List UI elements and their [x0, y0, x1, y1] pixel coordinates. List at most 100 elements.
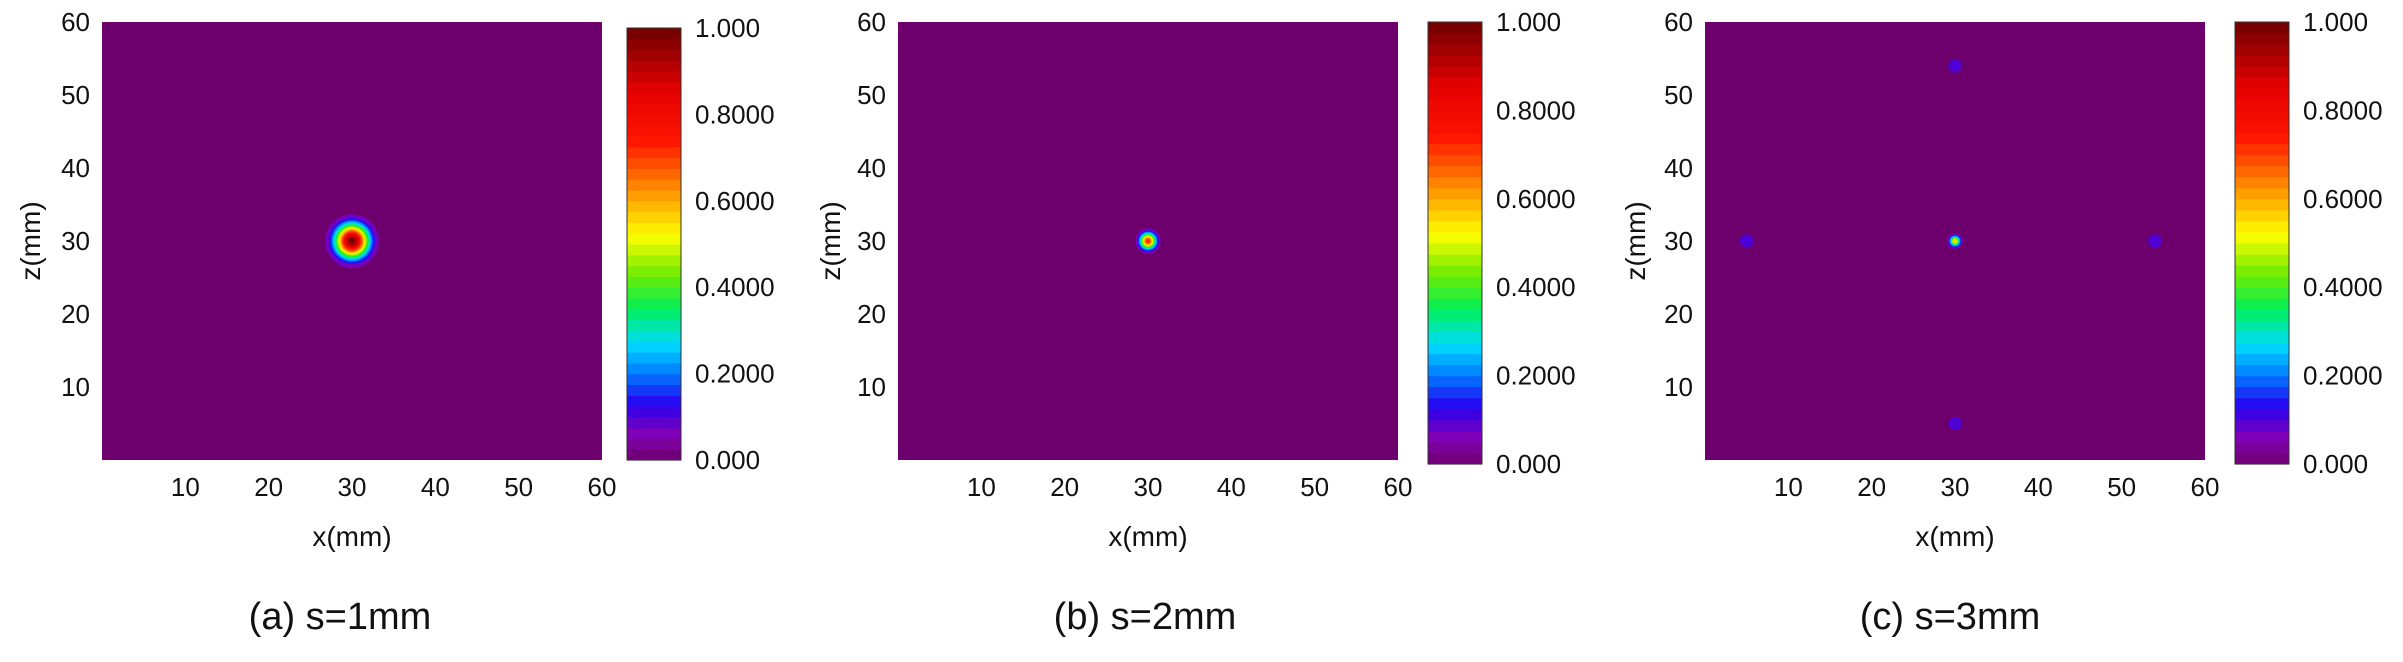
y-tick-label: 20 [857, 299, 886, 329]
hotspot-2 [1948, 59, 1962, 73]
y-tick-label: 40 [61, 153, 90, 183]
colorbar-tick-label: 0.6000 [695, 186, 775, 216]
colorbar-band [2235, 44, 2289, 56]
colorbar-band [2235, 364, 2289, 377]
colorbar-tick-label: 0.8000 [2303, 95, 2383, 125]
heatmap-svg: 10 20 30 40 50 60102030405060x(mm)z(mm)0.0000… [15, 7, 775, 552]
colorbar-band [1428, 55, 1482, 67]
contour-band [1145, 238, 1151, 244]
colorbar-band [627, 287, 681, 299]
colorbar-band [1428, 132, 1482, 145]
y-tick-label: 20 [61, 299, 90, 329]
colorbar-tick-label: 0.4000 [695, 272, 775, 302]
colorbar-band [627, 254, 681, 267]
colorbar-tick-label: 0.2000 [2303, 361, 2383, 391]
colorbar-band [1428, 342, 1482, 355]
colorbar-band [2235, 198, 2289, 211]
colorbar-tick-label: 0.4000 [2303, 272, 2383, 302]
y-tick-label: 60 [857, 7, 886, 37]
colorbar-band [1428, 298, 1482, 310]
colorbar-tick-label: 0.6000 [1496, 184, 1576, 214]
x-tick-label: 30 [338, 472, 367, 502]
x-tick-label: 40 [421, 472, 450, 502]
colorbar-band [627, 222, 681, 234]
colorbar-band [1428, 331, 1482, 344]
y-tick-label: 30 [1664, 226, 1693, 256]
y-axis-label: z(mm) [15, 201, 46, 280]
colorbar-band [2235, 187, 2289, 200]
colorbar-band [2235, 254, 2289, 266]
colorbar: 0.000 0.2000 0.4000 0.6000 0.8000 1.000 [1427, 7, 1576, 479]
x-axis-label: x(mm) [1108, 521, 1187, 552]
x-tick-label: 40 [2024, 472, 2053, 502]
colorbar-band [627, 308, 681, 321]
colorbar-band [2235, 353, 2289, 366]
y-tick-label: 10 [1664, 372, 1693, 402]
colorbar-band [1428, 198, 1482, 211]
x-axis-label: x(mm) [1915, 521, 1994, 552]
colorbar-band [2235, 298, 2289, 310]
y-tick-label: 50 [857, 80, 886, 110]
colorbar-band [2235, 309, 2289, 321]
colorbar-band [1428, 287, 1482, 299]
colorbar-band [2235, 55, 2289, 67]
y-tick-label: 10 [61, 372, 90, 402]
y-axis-label: z(mm) [815, 201, 846, 280]
colorbar-tick-label: 1.000 [695, 13, 760, 43]
y-tick-label: 10 [857, 372, 886, 402]
colorbar-band [2235, 110, 2289, 123]
y-tick-label: 50 [1664, 80, 1693, 110]
contour-band [2148, 234, 2162, 248]
colorbar: 0.000 0.2000 0.4000 0.6000 0.8000 1.000 [2234, 7, 2383, 479]
colorbar-band [627, 71, 681, 83]
x-tick-label: 60 [2191, 472, 2220, 502]
colorbar-band [1428, 77, 1482, 89]
x-tick-label: 50 [2107, 472, 2136, 502]
colorbar-band [2235, 430, 2289, 443]
panel-caption: (c) s=3mm [1859, 596, 2041, 638]
colorbar-band [627, 298, 681, 310]
colorbar-band [1428, 397, 1482, 410]
colorbar-band [2235, 408, 2289, 421]
colorbar-band [2235, 243, 2289, 255]
heatmap-svg: 10 20 30 40 50 60102030405060x(mm)z(mm)0.0000… [1620, 7, 2383, 552]
colorbar-band [1428, 22, 1482, 34]
hotspot-1 [325, 214, 379, 268]
contour-band [1948, 416, 1962, 431]
colorbar-band [2235, 176, 2289, 189]
colorbar-band [627, 265, 681, 277]
x-tick-label: 10 [1774, 472, 1803, 502]
colorbar-band [2235, 397, 2289, 410]
colorbar-band [2235, 452, 2289, 465]
colorbar-band [1428, 265, 1482, 277]
colorbar-band [2235, 342, 2289, 355]
colorbar-tick-label: 0.000 [1496, 449, 1561, 479]
colorbar-tick-label: 1.000 [1496, 7, 1561, 37]
heatmap-panel-3: 10 20 30 40 50 60 10 20 30 40 50 60 x(mm) z(mm) 0.000 0… [1605, 0, 2403, 662]
hotspot-1 [1135, 228, 1161, 254]
colorbar-band [1428, 143, 1482, 156]
colorbar-band [1428, 243, 1482, 255]
colorbar-band [2235, 375, 2289, 388]
x-tick-label: 10 [171, 472, 200, 502]
heatmap-panel-1: 10 20 30 40 50 60 10 20 30 40 50 60 x(mm) z(mm) 0.000 0… [0, 0, 798, 662]
colorbar-band [627, 211, 681, 223]
colorbar-band [1428, 353, 1482, 366]
colorbar-tick-label: 0.6000 [2303, 184, 2383, 214]
colorbar-band [1428, 419, 1482, 432]
colorbar-tick-label: 0.2000 [695, 359, 775, 389]
colorbar-band [2235, 66, 2289, 78]
colorbar-band [1428, 231, 1482, 244]
colorbar-band [2235, 265, 2289, 277]
colorbar-frame [1427, 21, 1483, 465]
colorbar-band [1428, 430, 1482, 443]
colorbar: 0.000 0.2000 0.4000 0.6000 0.8000 1.000 [626, 13, 775, 475]
colorbar-band [1428, 375, 1482, 388]
x-tick-label: 40 [1217, 472, 1246, 502]
colorbar-band [627, 60, 681, 72]
colorbar-band [1428, 66, 1482, 78]
y-axis-label: z(mm) [1620, 201, 1651, 280]
colorbar-tick-label: 0.8000 [695, 99, 775, 129]
colorbar-band [2235, 231, 2289, 244]
colorbar-band [1428, 154, 1482, 167]
